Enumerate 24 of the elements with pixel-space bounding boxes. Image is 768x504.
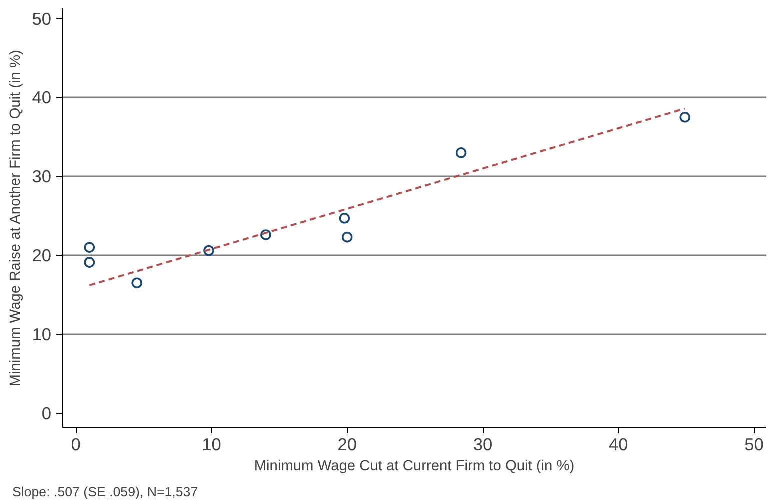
y-tick-label: 40 (32, 88, 52, 108)
point (342, 232, 353, 243)
x-tick-label: 50 (744, 434, 764, 454)
y-axis-title: Minimum Wage Raise at Another Firm to Quit (in %) (8, 50, 24, 387)
y-tick-label: 10 (32, 324, 52, 344)
point (84, 257, 96, 268)
x-axis-title: Minimum Wage Cut at Current Firm to Quit (in %) (254, 458, 575, 474)
x-tick-label: 0 (71, 434, 81, 454)
point (132, 278, 143, 288)
point (84, 242, 96, 253)
y-tick-label: 50 (32, 8, 52, 29)
x-tick-label: 20 (338, 434, 357, 454)
y-tick-label: 30 (32, 166, 52, 187)
y-tick-label: 20 (32, 245, 52, 266)
point (339, 213, 350, 224)
x-tick-label: 30 (473, 434, 493, 454)
text: Slope: .507 (SE .059), N=1,537 (12, 484, 198, 500)
point (680, 112, 691, 123)
y-tick-label: 0 (42, 403, 52, 424)
point (456, 148, 467, 158)
point (260, 230, 272, 240)
x-tick-label: 10 (202, 434, 222, 454)
point (204, 245, 214, 256)
x-tick-label: 40 (609, 434, 628, 454)
